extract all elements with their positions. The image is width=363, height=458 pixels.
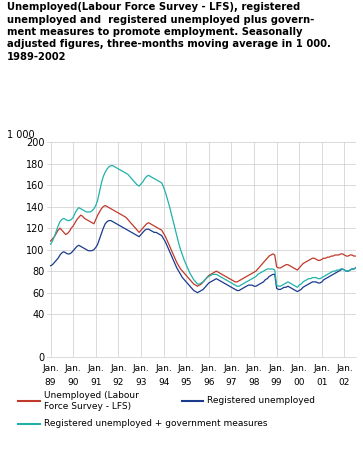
- Text: Jan.: Jan.: [87, 364, 104, 373]
- Text: Jan.: Jan.: [268, 364, 285, 373]
- Text: 98: 98: [248, 378, 260, 387]
- Text: 02: 02: [339, 378, 350, 387]
- Text: Jan.: Jan.: [155, 364, 172, 373]
- Text: Jan.: Jan.: [200, 364, 217, 373]
- Text: 1 000: 1 000: [7, 130, 35, 140]
- Text: 01: 01: [316, 378, 327, 387]
- Text: Jan.: Jan.: [223, 364, 240, 373]
- Text: Registered unemployed + government measures: Registered unemployed + government measu…: [44, 419, 267, 428]
- Text: 93: 93: [135, 378, 147, 387]
- Text: Unemployed (Labour
Force Survey - LFS): Unemployed (Labour Force Survey - LFS): [44, 391, 138, 411]
- Text: Jan.: Jan.: [65, 364, 82, 373]
- Text: 99: 99: [271, 378, 282, 387]
- Text: Jan.: Jan.: [314, 364, 330, 373]
- Text: Jan.: Jan.: [42, 364, 59, 373]
- Text: Jan.: Jan.: [110, 364, 127, 373]
- Text: Jan.: Jan.: [291, 364, 307, 373]
- Text: Jan.: Jan.: [178, 364, 195, 373]
- Text: 00: 00: [293, 378, 305, 387]
- Text: Jan.: Jan.: [132, 364, 149, 373]
- Text: 90: 90: [68, 378, 79, 387]
- Text: 97: 97: [226, 378, 237, 387]
- Text: Unemployed(Labour Force Survey - LFS), registered
unemployed and  registered une: Unemployed(Labour Force Survey - LFS), r…: [7, 2, 331, 62]
- Text: 94: 94: [158, 378, 169, 387]
- Text: 92: 92: [113, 378, 124, 387]
- Text: Registered unemployed: Registered unemployed: [207, 396, 315, 405]
- Text: 91: 91: [90, 378, 102, 387]
- Text: 96: 96: [203, 378, 215, 387]
- Text: Jan.: Jan.: [246, 364, 262, 373]
- Text: 95: 95: [180, 378, 192, 387]
- Text: 89: 89: [45, 378, 56, 387]
- Text: Jan.: Jan.: [336, 364, 353, 373]
